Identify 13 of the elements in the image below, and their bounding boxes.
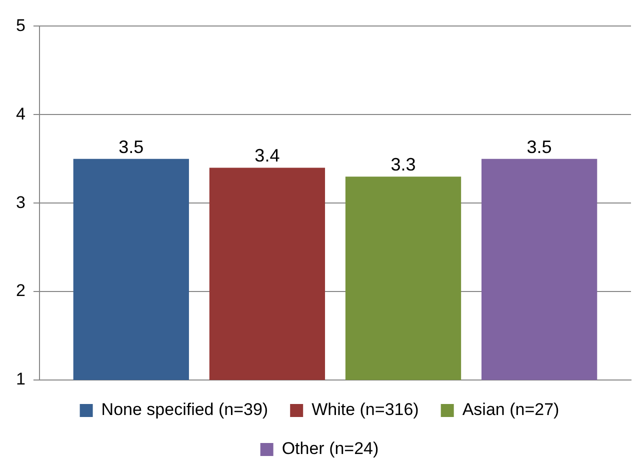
y-tick-label: 4 xyxy=(16,104,26,124)
data-label: 3.4 xyxy=(254,146,280,166)
legend-label: Asian (n=27) xyxy=(462,400,560,420)
y-tick-label: 3 xyxy=(16,192,26,212)
legend-label: White (n=316) xyxy=(312,400,419,420)
legend-label: Other (n=24) xyxy=(282,439,379,458)
legend-label: None specified (n=39) xyxy=(101,400,268,420)
data-label: 3.5 xyxy=(526,136,552,157)
y-tick-label: 2 xyxy=(16,281,26,300)
data-label: 3.5 xyxy=(118,136,144,157)
data-label: 3.3 xyxy=(390,154,416,175)
y-tick-label: 5 xyxy=(16,16,26,35)
y-tick-label: 1 xyxy=(16,370,26,389)
